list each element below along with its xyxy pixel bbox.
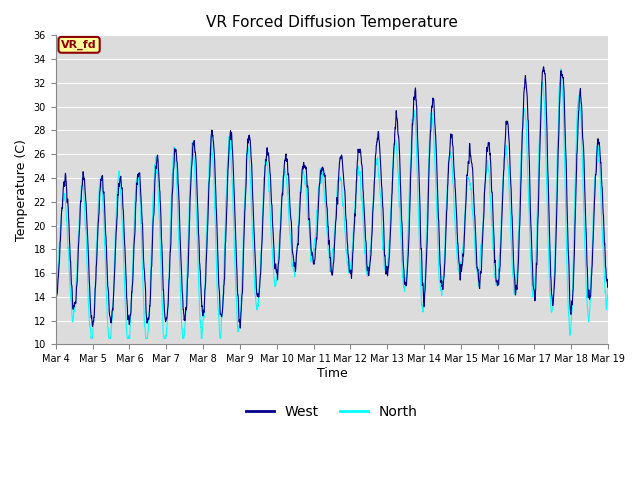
North — [238, 276, 246, 282]
Legend: West, North: West, North — [241, 399, 423, 424]
North — [557, 66, 565, 72]
West — [238, 292, 246, 298]
North — [52, 296, 60, 301]
North — [562, 201, 570, 207]
West — [562, 145, 570, 151]
Line: West: West — [56, 67, 640, 328]
West — [633, 168, 640, 174]
North — [633, 193, 640, 199]
Line: North: North — [56, 69, 640, 338]
Text: VR_fd: VR_fd — [61, 40, 97, 50]
Y-axis label: Temperature (C): Temperature (C) — [15, 139, 28, 241]
North — [387, 220, 394, 226]
X-axis label: Time: Time — [317, 367, 348, 380]
West — [52, 288, 60, 294]
West — [540, 64, 547, 70]
West — [387, 236, 394, 241]
West — [236, 325, 244, 331]
Title: VR Forced Diffusion Temperature: VR Forced Diffusion Temperature — [206, 15, 458, 30]
West — [111, 270, 118, 276]
North — [87, 336, 95, 341]
North — [528, 283, 536, 289]
North — [111, 245, 118, 251]
West — [528, 257, 536, 263]
